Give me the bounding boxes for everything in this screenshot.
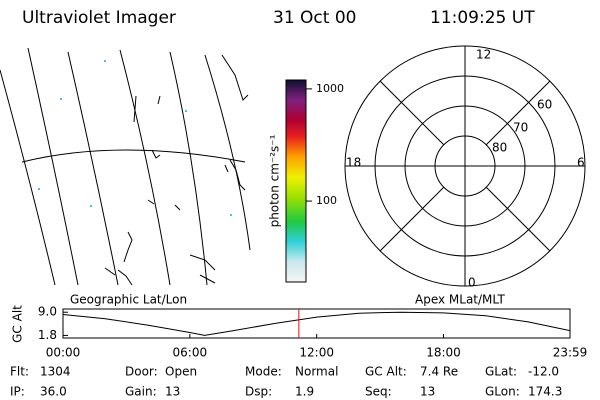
colorbar-label: photon cm⁻²s⁻¹: [268, 134, 282, 227]
status-value: 1.9: [295, 385, 314, 399]
status-value: Normal: [295, 365, 338, 379]
title: Ultraviolet Imager: [22, 8, 176, 28]
status-label: Mode:: [245, 365, 282, 379]
status-label: Seq:: [365, 385, 392, 399]
status-label: Dsp:: [245, 385, 272, 399]
map-label: Geographic Lat/Lon: [70, 293, 187, 307]
mlt-label: 18: [346, 156, 361, 170]
alt-label: GC Alt: [11, 305, 25, 343]
status-value: 174.3: [528, 385, 562, 399]
status-label: Flt:: [10, 365, 29, 379]
status-value: 1304: [40, 365, 71, 379]
y-tick-label: 1.8: [38, 328, 57, 342]
x-tick-label: 12:00: [299, 346, 334, 360]
colorbar-tick-label: 100: [316, 194, 337, 207]
mlat-label: 60: [537, 98, 552, 112]
date: 31 Oct 00: [273, 8, 356, 28]
status-value: 13: [420, 385, 435, 399]
alt-line: [62, 311, 571, 336]
colorbar-tick-label: 1000: [316, 82, 344, 95]
time: 11:09:25 UT: [430, 8, 535, 28]
status-value: Open: [165, 365, 197, 379]
polar-grid: [344, 45, 586, 287]
status-label: Door:: [125, 365, 158, 379]
status-label: GC Alt:: [365, 365, 407, 379]
mlt-label: 12: [476, 48, 491, 62]
y-tick-label: 9.0: [38, 305, 57, 319]
mlt-label: 0: [468, 276, 476, 290]
status-label: IP:: [10, 385, 25, 399]
status-value: 36.0: [40, 385, 67, 399]
mlt-label: 6: [577, 156, 585, 170]
status-label: GLon:: [485, 385, 520, 399]
colorbar: [285, 79, 307, 283]
mlat-label: 70: [513, 121, 528, 135]
mlat-label: 80: [492, 141, 507, 155]
status-value: 7.4 Re: [420, 365, 458, 379]
status-value: 13: [165, 385, 180, 399]
map: [0, 47, 251, 286]
status-value: -12.0: [528, 365, 559, 379]
x-tick-label: 00:00: [46, 346, 81, 360]
x-tick-label: 18:00: [426, 346, 461, 360]
polar-label: Apex MLat/MLT: [415, 293, 505, 307]
status-label: GLat:: [485, 365, 517, 379]
x-tick-label: 06:00: [173, 346, 208, 360]
status-label: Gain:: [125, 385, 157, 399]
x-tick-label: 23:59: [553, 346, 588, 360]
